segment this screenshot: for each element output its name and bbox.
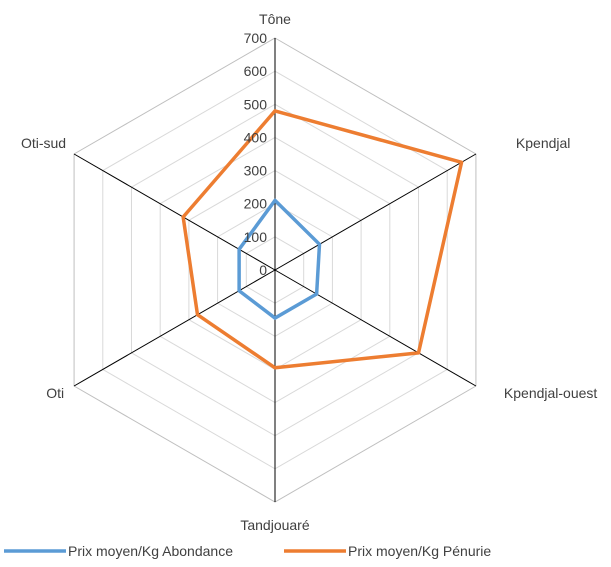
series-line (181, 109, 464, 370)
tick-label: 600 (244, 63, 268, 79)
legend-label: Prix moyen/Kg Pénurie (348, 543, 491, 559)
tick-label: 100 (244, 229, 268, 245)
tick-label: 400 (244, 129, 268, 145)
category-label: Kpendjal (516, 135, 571, 151)
series-line (237, 198, 322, 320)
legend-label: Prix moyen/Kg Abondance (68, 543, 233, 559)
category-label: Oti-sud (21, 135, 66, 151)
radar-series (181, 109, 464, 370)
tick-label: 0 (259, 262, 267, 278)
radial-tick-labels: 0 100 200 300 400 500 600 700 (244, 30, 268, 278)
category-labels: Tône Kpendjal Kpendjal-ouest Tandjouaré Oti O… (21, 11, 597, 533)
category-label: Tandjouaré (240, 517, 309, 533)
category-label: Oti (46, 385, 64, 401)
spoke-line (73, 269, 276, 387)
spoke-line (274, 153, 477, 271)
spoke-line (274, 269, 477, 387)
tick-label: 200 (244, 196, 268, 212)
spoke-line (73, 153, 276, 271)
tick-label: 300 (244, 163, 268, 179)
radar-spokes (73, 38, 477, 502)
tick-label: 700 (244, 30, 268, 46)
category-label: Tône (259, 11, 291, 27)
tick-label: 500 (244, 96, 268, 112)
legend: Prix moyen/Kg Abondance Prix moyen/Kg Pén… (4, 543, 491, 559)
category-label: Kpendjal-ouest (504, 385, 598, 401)
